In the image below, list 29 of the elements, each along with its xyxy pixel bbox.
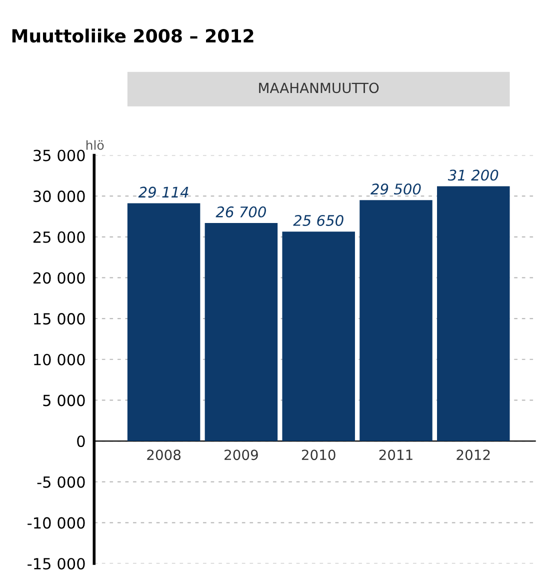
y-tick-label: -5 000	[37, 476, 85, 488]
x-tick-label: 2008	[147, 450, 181, 460]
y-tick-label: 15 000	[34, 313, 85, 325]
chart-title: Muuttoliike 2008 – 2012	[12, 28, 254, 43]
data-label: 26 700	[216, 206, 266, 218]
data-label: 25 650	[293, 214, 344, 226]
bar	[127, 203, 200, 442]
y-tick-label: 25 000	[33, 231, 85, 243]
y-tick-label: 20 000	[33, 272, 85, 284]
data-label: 31 200	[448, 170, 498, 181]
chart-subtitle: MAAHANMUUTTO	[259, 82, 379, 94]
x-tick-label: 2009	[224, 450, 258, 460]
y-tick-label: -10 000	[28, 517, 85, 529]
y-tick-label: 35 000	[34, 150, 85, 162]
bar	[360, 200, 432, 442]
x-tick-label: 2010	[302, 450, 336, 460]
y-axis-title: hlö	[86, 140, 104, 150]
y-tick-label: 5 000	[43, 394, 85, 406]
bar	[204, 223, 278, 442]
y-tick-label: 30 000	[34, 190, 85, 202]
bar	[282, 232, 355, 442]
x-tick-label: 2012	[456, 450, 490, 460]
x-tick-label: 2011	[379, 450, 412, 460]
y-tick-label: 10 000	[34, 354, 85, 366]
data-label: 29 114	[138, 186, 188, 198]
data-label: 29 500	[370, 184, 421, 195]
y-tick-label: -15 000	[28, 558, 85, 570]
y-tick-label: 0	[77, 435, 85, 448]
bar	[437, 186, 510, 442]
